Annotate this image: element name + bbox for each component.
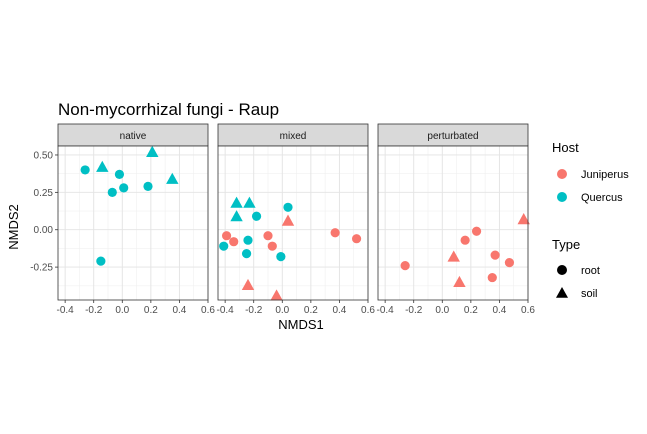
y-tick-label: 0.00	[34, 225, 54, 236]
data-point-soil-juniperus	[281, 214, 295, 226]
legend-shape-title: Type	[552, 237, 580, 252]
data-point-root-juniperus	[267, 241, 277, 251]
y-tick-label: -0.25	[30, 263, 53, 274]
x-axis: -0.4 -0.2 0.0 0.2 0.4 0.6 -0.4 -0.2 0.0 0.2 0.4 0.6…	[57, 300, 535, 316]
data-point-root-juniperus	[221, 231, 232, 241]
facet-panels: native mixed perturbated	[57, 123, 530, 301]
data-point-soil-quercus	[230, 196, 243, 208]
data-point-root-juniperus	[487, 272, 497, 283]
data-point-root-quercus	[276, 252, 286, 262]
x-tick-label: 0.6	[361, 305, 375, 316]
data-point-root-juniperus	[229, 237, 239, 247]
x-tick-label: -0.2	[245, 305, 263, 316]
data-point-root-quercus	[119, 183, 129, 193]
data-point-root-quercus	[96, 256, 106, 266]
legend-label-root: root	[581, 265, 600, 277]
data-point-root-juniperus	[471, 226, 482, 236]
x-tick-label: -0.4	[57, 305, 75, 316]
data-point-soil-juniperus	[517, 213, 530, 225]
data-point-root-quercus	[219, 241, 229, 251]
data-point-soil-juniperus	[241, 278, 255, 291]
data-point-root-juniperus	[330, 228, 340, 238]
x-tick-label: 0.4	[332, 305, 346, 316]
x-tick-label: 0.2	[464, 305, 478, 316]
legend-key-quercus	[557, 192, 567, 202]
y-axis: -0.25 0.00 0.25 0.50	[30, 150, 58, 274]
data-point-root-juniperus	[504, 258, 515, 268]
x-tick-label: 0.0	[115, 305, 129, 316]
panel-background	[378, 146, 528, 300]
legend-key-soil	[556, 287, 568, 298]
data-point-soil-quercus	[96, 160, 109, 172]
data-point-root-quercus	[251, 211, 262, 221]
x-tick-label: -0.2	[405, 305, 423, 316]
panel-background	[58, 146, 208, 300]
data-point-root-juniperus	[490, 250, 500, 260]
panel-border	[57, 145, 209, 301]
data-point-root-quercus	[114, 169, 125, 180]
x-tick-label: 0.0	[275, 305, 289, 316]
facet-strip-label: native	[120, 131, 147, 142]
panel-border	[217, 145, 369, 301]
y-tick-label: 0.50	[34, 150, 54, 161]
panel-border	[377, 145, 529, 301]
facet-strip-label: perturbated	[427, 131, 478, 142]
y-axis-title: NMDS2	[6, 204, 21, 250]
chart-title: Non-mycorrhizal fungi - Raup	[58, 100, 279, 119]
facet-strip-label: mixed	[280, 131, 307, 142]
data-point-root-juniperus	[351, 234, 362, 244]
data-point-soil-juniperus	[447, 250, 460, 262]
x-tick-label: -0.4	[377, 305, 395, 316]
legend-key-root	[557, 265, 567, 275]
data-point-soil-juniperus	[453, 275, 466, 288]
x-tick-label: -0.2	[85, 305, 103, 316]
legend-color-title: Host	[552, 140, 579, 155]
legend-label-quercus: Quercus	[581, 192, 623, 204]
panel-background	[218, 146, 368, 300]
x-tick-label: 0.2	[304, 305, 318, 316]
x-tick-label: 0.2	[144, 305, 158, 316]
data-point-soil-quercus	[230, 210, 243, 222]
facet-panel-perturbated: perturbated	[377, 123, 530, 301]
facet-panel-mixed: mixed	[217, 123, 369, 301]
data-point-root-quercus	[283, 202, 293, 212]
legend: Host Juniperus Quercus Type root soil	[552, 140, 629, 300]
data-point-root-quercus	[241, 249, 252, 259]
data-point-root-quercus	[143, 181, 153, 191]
x-tick-label: 0.6	[201, 305, 215, 316]
data-point-root-quercus	[80, 165, 90, 175]
data-point-soil-quercus	[146, 145, 159, 157]
facet-panel-native: native	[57, 123, 209, 301]
x-tick-label: 0.4	[172, 305, 186, 316]
data-point-root-juniperus	[263, 231, 273, 241]
x-axis-title: NMDS1	[278, 317, 324, 332]
legend-label-juniperus: Juniperus	[581, 169, 629, 181]
x-tick-label: 0.6	[521, 305, 535, 316]
data-point-soil-quercus	[166, 172, 179, 184]
data-point-root-quercus	[243, 235, 253, 245]
x-tick-label: 0.0	[435, 305, 449, 316]
data-point-root-juniperus	[400, 261, 410, 271]
data-point-root-juniperus	[460, 235, 470, 245]
y-tick-label: 0.25	[34, 188, 54, 199]
data-point-soil-quercus	[243, 196, 256, 208]
data-point-root-quercus	[107, 187, 117, 197]
x-tick-label: -0.4	[217, 305, 235, 316]
legend-key-juniperus	[557, 169, 567, 179]
x-tick-label: 0.4	[492, 305, 506, 316]
legend-label-soil: soil	[581, 288, 598, 300]
data-point-soil-juniperus	[270, 289, 283, 301]
